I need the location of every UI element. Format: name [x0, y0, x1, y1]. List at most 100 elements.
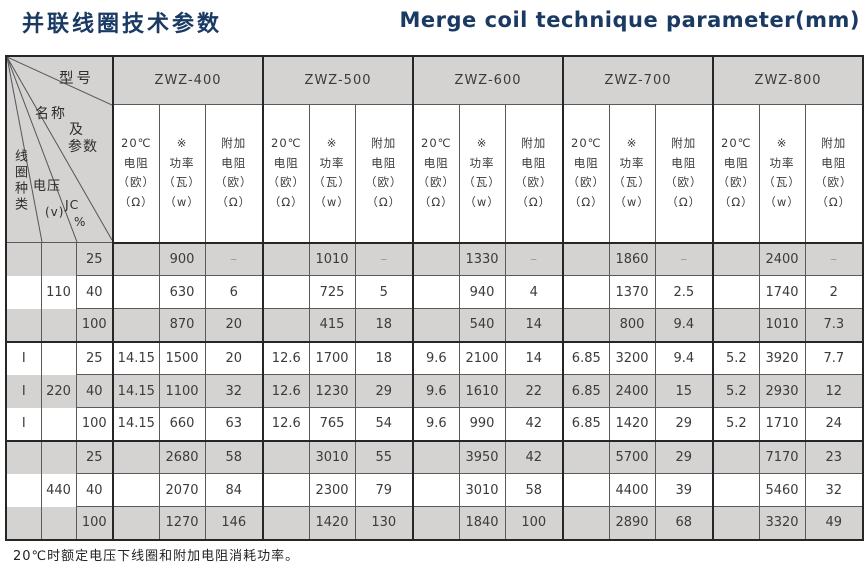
- resistance-cell: [112, 308, 160, 343]
- power-cell: 1420: [308, 506, 356, 540]
- table-row: I 25 14.15 1500 20 12.6 1700 18 9.6 2100 14 6.85 320…: [5, 341, 864, 375]
- resistance-cell: [562, 473, 610, 507]
- power-cell: 1610: [458, 374, 506, 408]
- power-cell: 7170: [758, 440, 806, 474]
- extra-resistance-cell: 4: [504, 275, 564, 309]
- power-cell: 1420: [608, 407, 656, 442]
- resistance-cell: 9.6: [412, 374, 460, 408]
- table-row: I 100 14.15 660 63 12.6 765 54 9.6 990 42 6.85 1420 2…: [5, 407, 864, 442]
- resistance-cell: [262, 242, 310, 276]
- power-cell: 1840: [458, 506, 506, 540]
- power-cell: 1500: [158, 341, 206, 375]
- extra-resistance-cell: 22: [504, 374, 564, 408]
- voltage-cell: 440: [40, 473, 77, 507]
- extra-resistance-cell: 130: [354, 506, 414, 540]
- jc-cell: 100: [75, 407, 114, 442]
- extra-resistance-cell: 54: [354, 407, 414, 442]
- extra-resistance-cell: 32: [204, 374, 264, 408]
- voltage-label: 电压: [33, 179, 62, 194]
- resistance-cell: [712, 440, 760, 474]
- power-cell: 2070: [158, 473, 206, 507]
- power-cell: 1330: [458, 242, 506, 276]
- resistance-cell: [562, 275, 610, 309]
- power-cell: 2400: [758, 242, 806, 276]
- resistance-cell: [112, 473, 160, 507]
- coil-type-label: 线圈种类: [12, 149, 27, 213]
- coil-type-cell: [5, 506, 42, 540]
- table-row: 110 40 630 6 725 5 940 4 1370 2.5 1740 2: [5, 275, 864, 309]
- coil-type-cell: I: [5, 407, 42, 442]
- resistance-cell: [412, 275, 460, 309]
- resistance-cell: 9.6: [412, 407, 460, 442]
- power-cell: 1370: [608, 275, 656, 309]
- extra-resistance-cell: 15: [654, 374, 714, 408]
- power-cell: 1700: [308, 341, 356, 375]
- extra-resistance-cell: 79: [354, 473, 414, 507]
- sub-header-extra_resistance: 附加 电阻 （欧） （Ω）: [354, 103, 414, 244]
- power-cell: 900: [158, 242, 206, 276]
- corner-header-cell: 型号 名称 及 参数 线圈种类 电压 (v) JC %: [5, 55, 114, 243]
- extra-resistance-cell: 6: [204, 275, 264, 309]
- sub-header-power: ※ 功率 （瓦） （w）: [608, 103, 656, 244]
- power-cell: 415: [308, 308, 356, 343]
- voltage-cell: 110: [40, 275, 77, 309]
- power-cell: 1270: [158, 506, 206, 540]
- jc-cell: 100: [75, 506, 114, 540]
- extra-resistance-cell: 18: [354, 341, 414, 375]
- power-cell: 765: [308, 407, 356, 442]
- diagonal-lines: [7, 57, 112, 242]
- extra-resistance-cell: 9.4: [654, 341, 714, 375]
- jc-cell: 25: [75, 341, 114, 375]
- param-label: 参数: [68, 139, 98, 155]
- resistance-cell: [112, 440, 160, 474]
- resistance-cell: [412, 440, 460, 474]
- voltage-cell: 220: [40, 374, 77, 408]
- sub-header-power: ※ 功率 （瓦） （w）: [458, 103, 506, 244]
- extra-resistance-cell: 42: [504, 407, 564, 442]
- jc-cell: 40: [75, 473, 114, 507]
- sub-header-resistance: 20℃ 电阻 （欧） （Ω）: [712, 103, 760, 244]
- power-cell: 630: [158, 275, 206, 309]
- extra-resistance-cell: 84: [204, 473, 264, 507]
- voltage-cell: [40, 440, 77, 474]
- resistance-cell: [412, 242, 460, 276]
- resistance-cell: [562, 440, 610, 474]
- resistance-cell: 6.85: [562, 374, 610, 408]
- resistance-cell: [262, 473, 310, 507]
- power-cell: 2100: [458, 341, 506, 375]
- power-cell: 2930: [758, 374, 806, 408]
- and-label: 及: [69, 122, 84, 138]
- power-cell: 2300: [308, 473, 356, 507]
- voltage-cell: [40, 506, 77, 540]
- voltage-cell: [40, 308, 77, 343]
- voltage-cell: [40, 341, 77, 375]
- power-cell: 1010: [758, 308, 806, 343]
- model-header-row: 型号 名称 及 参数 线圈种类 电压 (v) JC % ZWZ-400 ZWZ-5…: [5, 55, 864, 243]
- extra-resistance-cell: 12: [804, 374, 864, 408]
- extra-resistance-cell: 24: [804, 407, 864, 442]
- power-cell: 5700: [608, 440, 656, 474]
- extra-resistance-cell: 58: [504, 473, 564, 507]
- extra-resistance-cell: 100: [504, 506, 564, 540]
- extra-resistance-cell: 7.3: [804, 308, 864, 343]
- power-cell: 2890: [608, 506, 656, 540]
- sub-header-resistance: 20℃ 电阻 （欧） （Ω）: [112, 103, 160, 244]
- power-cell: 800: [608, 308, 656, 343]
- coil-type-cell: [5, 440, 42, 474]
- power-cell: 3010: [308, 440, 356, 474]
- sub-header-extra_resistance: 附加 电阻 （欧） （Ω）: [804, 103, 864, 244]
- extra-resistance-cell: 7.7: [804, 341, 864, 375]
- coil-type-cell: [5, 473, 42, 507]
- extra-resistance-cell: 14: [504, 308, 564, 343]
- power-cell: 4400: [608, 473, 656, 507]
- resistance-cell: [412, 308, 460, 343]
- footnote-text: 20℃时额定电压下线圈和附加电阻消耗功率。: [13, 549, 300, 564]
- sub-header-resistance: 20℃ 电阻 （欧） （Ω）: [412, 103, 460, 244]
- jc-cell: 40: [75, 275, 114, 309]
- page-title-chinese: 并联线圈技术参数: [22, 12, 223, 37]
- extra-resistance-cell: –: [504, 242, 564, 276]
- sub-header-resistance: 20℃ 电阻 （欧） （Ω）: [562, 103, 610, 244]
- sub-header-power: ※ 功率 （瓦） （w）: [308, 103, 356, 244]
- extra-resistance-cell: 58: [204, 440, 264, 474]
- model-group-header: ZWZ-800: [712, 55, 864, 105]
